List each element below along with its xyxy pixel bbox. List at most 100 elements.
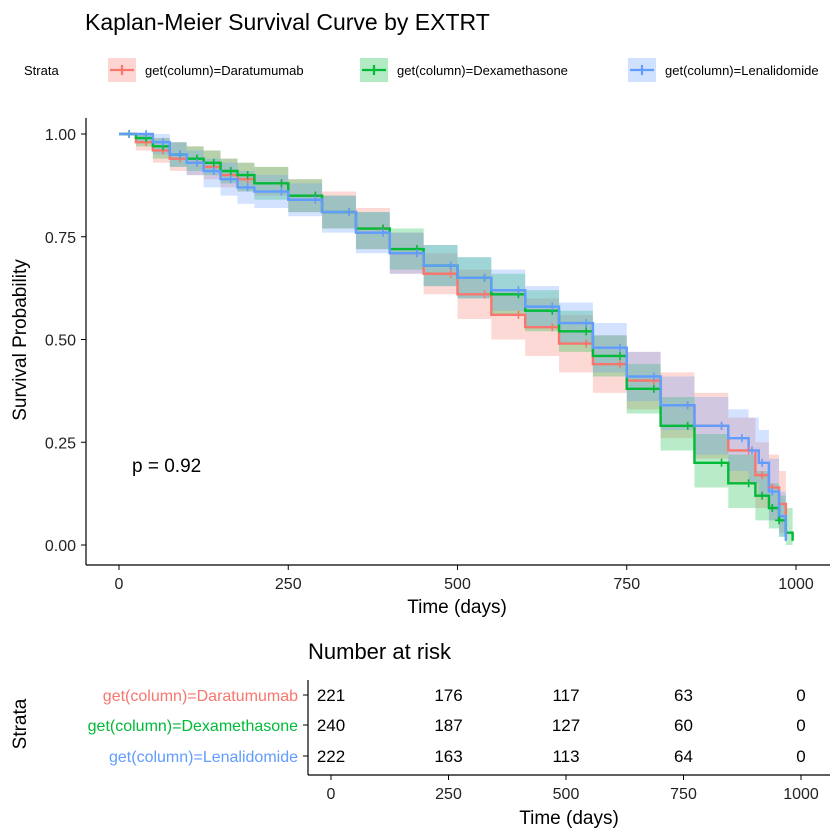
survival-curve-daratumumab — [119, 132, 788, 537]
censor-mark-lenalidomide — [446, 261, 455, 270]
chart-title: Kaplan-Meier Survival Curve by EXTRT — [85, 9, 490, 35]
censor-mark-lenalidomide — [311, 195, 320, 204]
censor-mark-lenalidomide — [747, 446, 756, 455]
risk-x-tick-label: 1000 — [783, 786, 819, 803]
risk-table-y-title: Strata — [10, 698, 31, 749]
censor-mark-dexamethasone — [775, 516, 784, 525]
legend-item-lenalidomide: get(column)=Lenalidomide — [628, 58, 819, 82]
censor-mark-daratumumab — [514, 310, 523, 319]
risk-count: 63 — [674, 686, 693, 705]
y-tick-label: 0.25 — [45, 435, 76, 452]
censor-mark-lenalidomide — [379, 228, 388, 237]
risk-count: 117 — [552, 686, 579, 705]
censor-mark-lenalidomide — [226, 175, 235, 184]
legend: Strata get(column)=Daratumumab get(column… — [24, 58, 819, 82]
risk-x-tick-label: 750 — [670, 786, 697, 803]
censor-mark-dexamethasone — [226, 166, 235, 175]
censor-mark-lenalidomide — [142, 130, 151, 138]
plot-area: 0 250 500 750 1000 0.00 0.25 0.50 0.75 1.00 p = … — [45, 118, 830, 593]
ci-band-dexamethasone — [119, 134, 793, 545]
risk-count: 0 — [796, 716, 805, 735]
legend-label: get(column)=Daratumumab — [145, 63, 304, 78]
y-axis-title: Survival Probability — [10, 259, 31, 421]
censor-mark-lenalidomide — [758, 458, 767, 467]
censor-mark-lenalidomide — [412, 249, 421, 258]
x-tick-label: 1000 — [778, 576, 814, 593]
censor-mark-lenalidomide — [683, 401, 692, 410]
censor-mark-dexamethasone — [717, 458, 726, 467]
censor-mark-dexamethasone — [683, 421, 692, 430]
y-tick-label: 1.00 — [45, 127, 76, 144]
censor-mark-daratumumab — [758, 471, 767, 480]
censor-mark-dexamethasone — [277, 179, 286, 188]
censor-mark-lenalidomide — [480, 273, 489, 282]
risk-row-label: get(column)=Dexamethasone — [88, 718, 298, 735]
x-tick-label: 750 — [613, 576, 640, 593]
censor-mark-daratumumab — [582, 339, 591, 348]
censor-mark-lenalidomide — [514, 286, 523, 295]
risk-row: get(column)=Daratumumab 221 176 117 63 0 — [103, 686, 806, 705]
risk-row: get(column)=Dexamethasone 240 187 127 60 0 — [88, 716, 806, 735]
legend-label: get(column)=Lenalidomide — [665, 63, 819, 78]
censor-mark-daratumumab — [446, 269, 455, 278]
censor-mark-lenalidomide — [159, 138, 168, 147]
y-tick-label: 0.00 — [45, 538, 76, 555]
censor-mark-dexamethasone — [768, 504, 777, 513]
risk-count: 60 — [674, 716, 693, 735]
censor-mark-lenalidomide — [548, 302, 557, 311]
survival-curve-dexamethasone — [119, 132, 794, 541]
censor-mark-dexamethasone — [758, 491, 767, 500]
legend-item-dexamethasone: get(column)=Dexamethasone — [360, 58, 568, 82]
censor-mark-lenalidomide — [615, 343, 624, 352]
risk-x-tick-label: 500 — [553, 786, 580, 803]
censor-mark-lenalidomide — [345, 208, 354, 217]
censor-mark-lenalidomide — [175, 150, 184, 159]
risk-row-label: get(column)=Daratumumab — [103, 688, 298, 705]
y-tick-label: 0.75 — [45, 230, 76, 247]
censor-mark-lenalidomide — [768, 487, 777, 496]
x-tick-label: 250 — [275, 576, 302, 593]
ci-band-daratumumab — [119, 134, 786, 545]
censor-mark-daratumumab — [615, 360, 624, 369]
risk-count: 221 — [317, 686, 345, 705]
censor-mark-lenalidomide — [277, 187, 286, 196]
censor-mark-lenalidomide — [582, 319, 591, 328]
x-axis-title: Time (days) — [407, 597, 507, 618]
risk-count: 0 — [796, 686, 805, 705]
risk-x-tick-label: 0 — [327, 786, 336, 803]
risk-row-label: get(column)=Lenalidomide — [109, 749, 298, 766]
censor-mark-dexamethasone — [615, 351, 624, 360]
risk-row: get(column)=Lenalidomide 222 163 113 64 0 — [109, 747, 806, 766]
risk-table-title: Number at risk — [308, 639, 452, 664]
censor-mark-daratumumab — [480, 290, 489, 299]
risk-count: 113 — [552, 747, 579, 766]
censor-mark-lenalidomide — [243, 183, 252, 192]
censor-mark-lenalidomide — [125, 130, 134, 138]
risk-count: 222 — [317, 747, 345, 766]
censor-mark-dexamethasone — [582, 327, 591, 336]
risk-count: 163 — [434, 747, 462, 766]
risk-table-x-title: Time (days) — [519, 808, 619, 829]
risk-count: 187 — [434, 716, 462, 735]
censor-mark-dexamethasone — [649, 384, 658, 393]
x-tick-label: 500 — [444, 576, 471, 593]
ci-band-lenalidomide — [119, 134, 786, 545]
censor-mark-lenalidomide — [717, 421, 726, 430]
risk-count: 0 — [796, 747, 805, 766]
legend-label: get(column)=Dexamethasone — [397, 63, 568, 78]
censor-mark-dexamethasone — [243, 171, 252, 180]
censor-mark-lenalidomide — [192, 158, 201, 167]
censor-mark-dexamethasone — [209, 158, 218, 167]
p-value: p = 0.92 — [132, 456, 201, 477]
legend-item-daratumumab: get(column)=Daratumumab — [108, 58, 304, 82]
censor-mark-lenalidomide — [737, 434, 746, 443]
survival-curve-lenalidomide — [119, 132, 788, 541]
risk-x-tick-label: 250 — [435, 786, 462, 803]
legend-title: Strata — [24, 63, 59, 78]
risk-count: 176 — [434, 686, 462, 705]
risk-table: Number at risk Strata get(column)=Daratu… — [10, 639, 830, 829]
risk-count: 127 — [552, 716, 580, 735]
risk-count: 64 — [674, 747, 693, 766]
censor-mark-lenalidomide — [209, 166, 218, 175]
